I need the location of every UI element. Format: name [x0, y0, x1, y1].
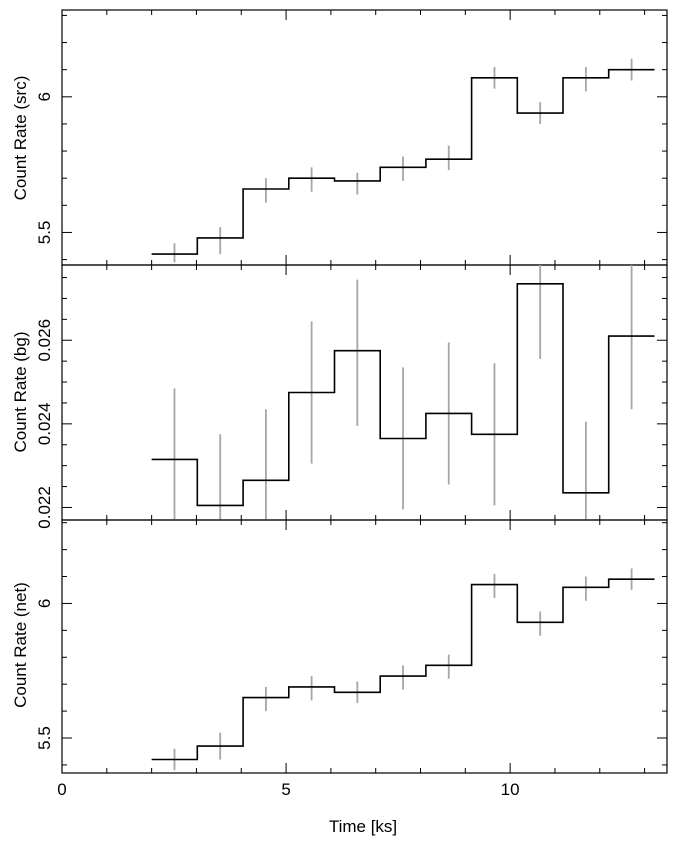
step-series-net: [151, 578, 655, 761]
y-tick-label-net: 6: [35, 599, 54, 608]
step-series-src: [151, 68, 655, 255]
axes-frame-net: [61, 519, 668, 774]
y-axis-label-net: Count Rate (net): [11, 582, 30, 708]
y-tick-label-bg: 0.026: [35, 319, 54, 362]
x-axis-label: Time [ks]: [329, 817, 397, 836]
panel-src: 5.56: [35, 9, 668, 266]
x-tick-label: 10: [501, 780, 520, 799]
y-tick-label-bg: 0.022: [35, 486, 54, 529]
x-tick-label: 0: [57, 780, 66, 799]
y-tick-label-bg: 0.024: [35, 403, 54, 446]
y-tick-label-src: 5.5: [35, 221, 54, 245]
y-tick-label-net: 5.5: [35, 726, 54, 750]
y-axis-label-src: Count Rate (src): [11, 76, 30, 201]
x-tick-label: 5: [281, 780, 290, 799]
axes-frame-bg: [61, 264, 668, 521]
axes-frame-src: [61, 9, 668, 266]
step-series-bg: [151, 283, 655, 507]
panel-net: 5.5 6 0 5 10: [35, 519, 668, 799]
panel-bg: 0.022 0.024 0.026: [35, 264, 668, 529]
y-tick-label-src: 6: [35, 92, 54, 101]
y-axis-label-bg: Count Rate (bg): [11, 332, 30, 453]
